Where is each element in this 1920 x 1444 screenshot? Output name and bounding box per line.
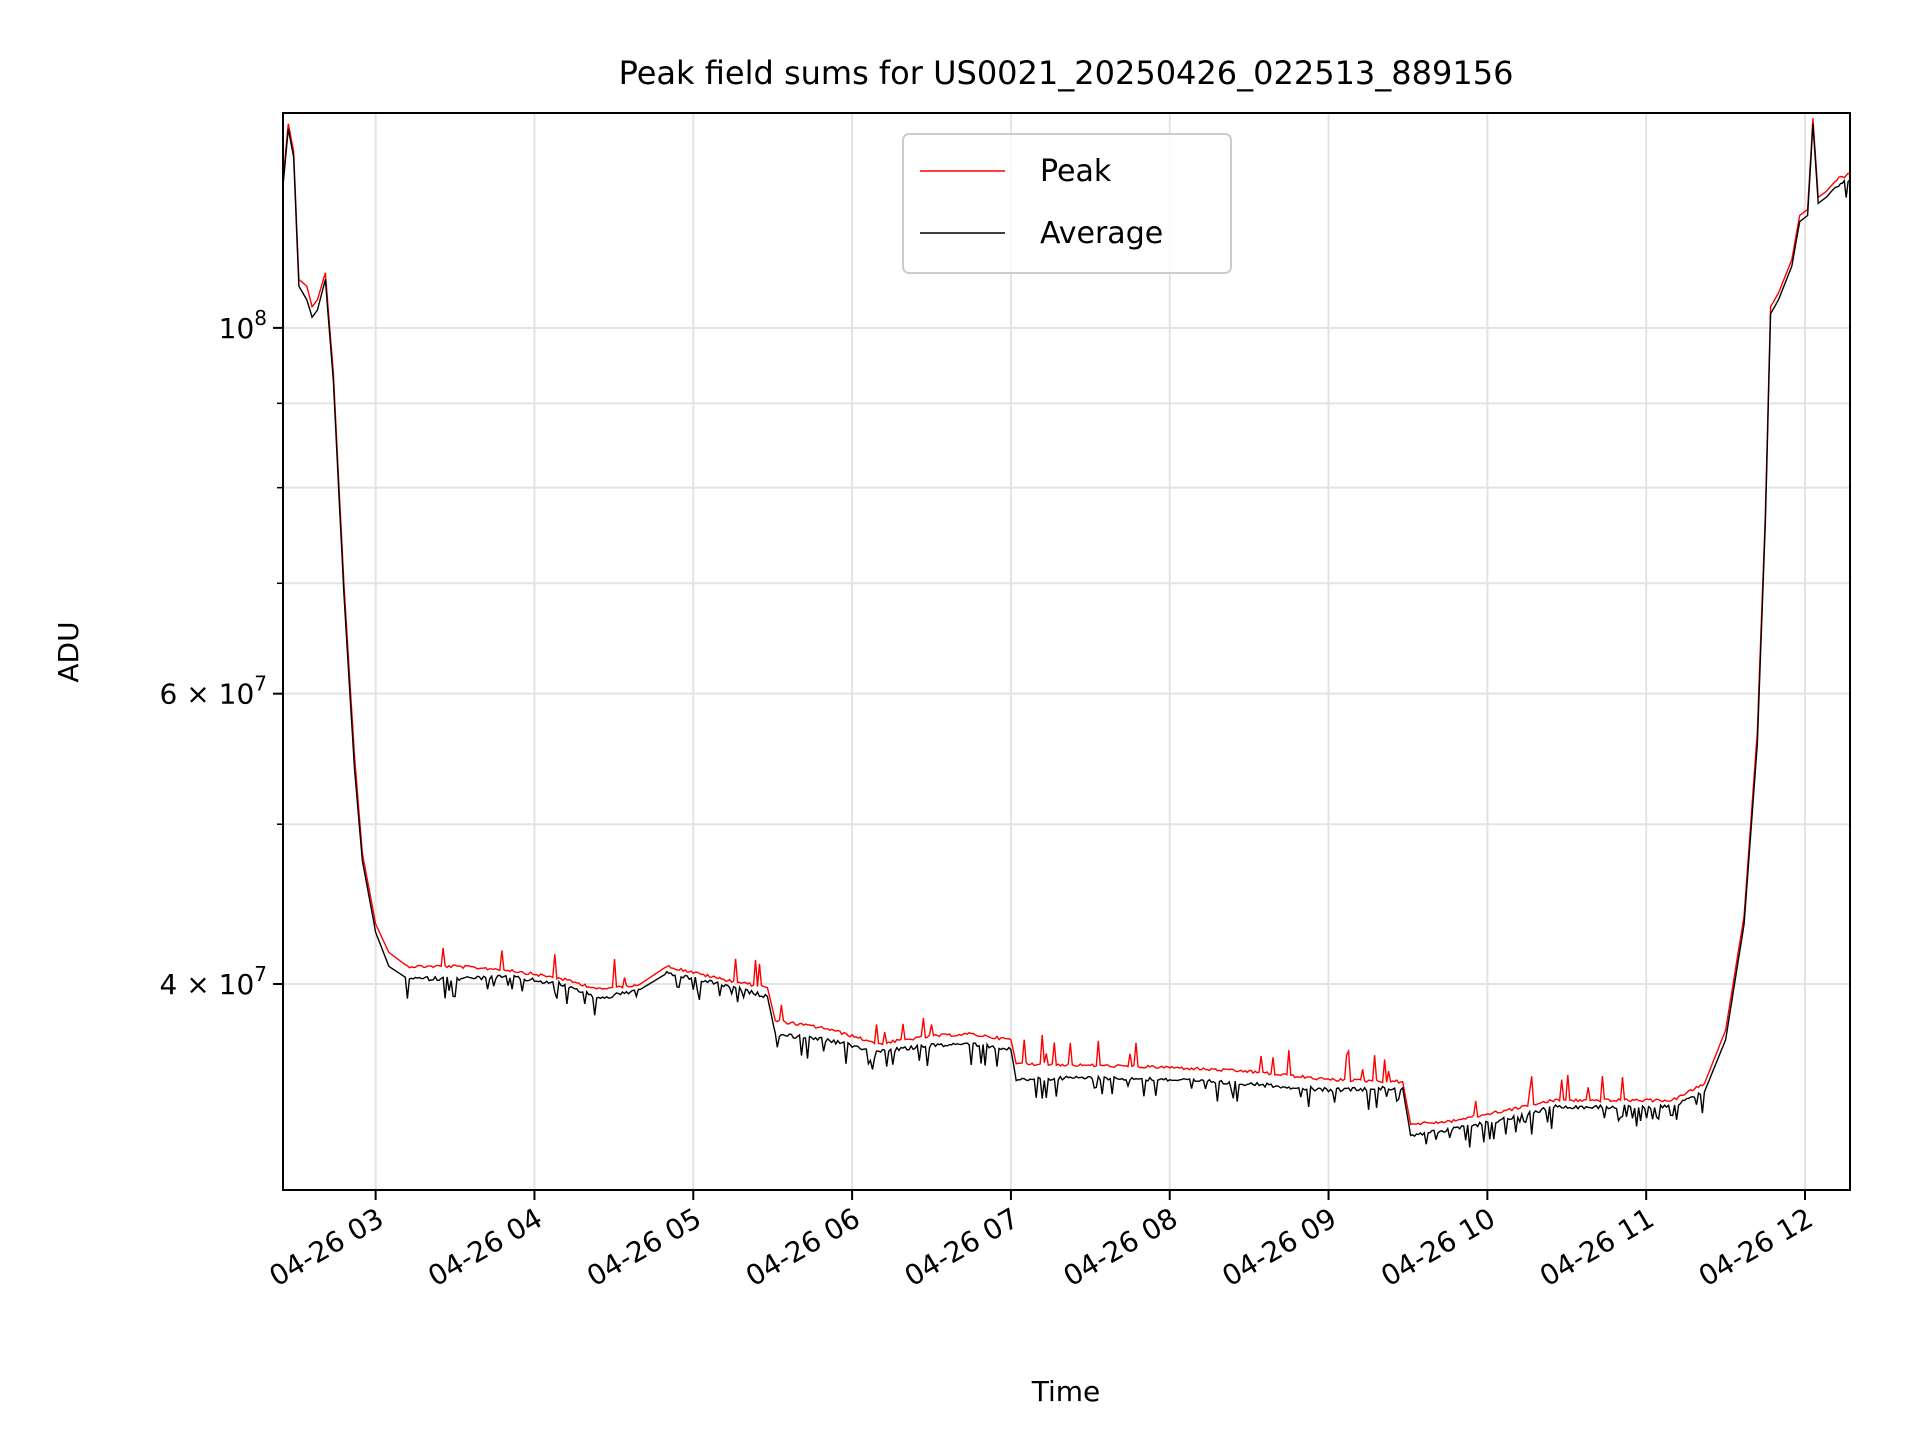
legend-box [902,133,1232,274]
plot-frame [282,112,1851,1191]
chart-title: Peak field sums for US0021_20250426_0225… [619,54,1514,92]
y-tick-label: 6 × 107 [160,672,267,711]
y-tick-label: 108 [219,306,267,345]
y-axis-label: ADU [52,621,85,682]
legend-label-peak: Peak [1040,154,1112,189]
y-axis: 4 × 107 6 × 107 108 [160,306,283,1001]
x-axis-label: Time [1031,1375,1101,1408]
series-line-peak [283,118,1850,1126]
grid [283,113,1850,1190]
series-line-average [283,123,1850,1148]
legend-label-average: Average [1040,216,1163,251]
series-layer [283,118,1850,1148]
legend: Peak Average [902,133,1232,274]
y-tick-label: 4 × 107 [160,962,267,1001]
